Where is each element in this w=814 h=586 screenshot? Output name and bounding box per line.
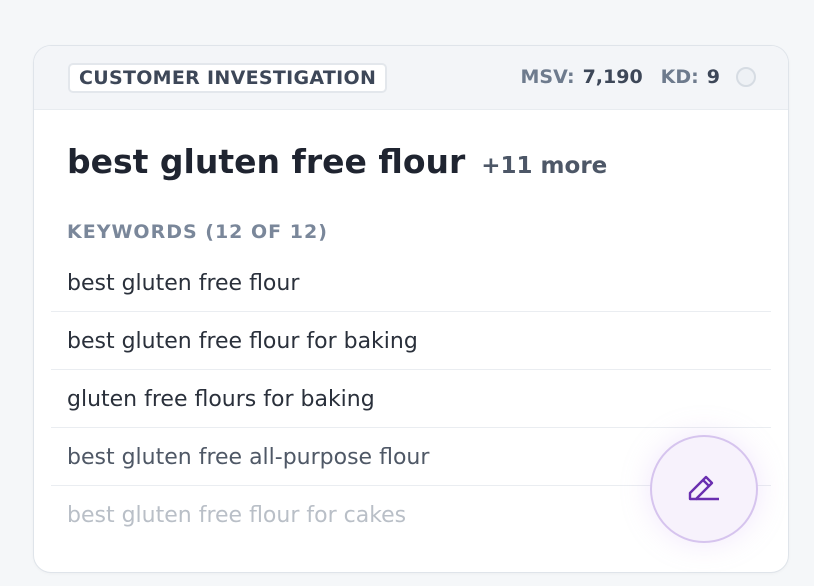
- list-item: gluten free flours for baking: [51, 370, 771, 428]
- msv-label: MSV:: [520, 66, 575, 88]
- kd-label: KD:: [660, 66, 699, 88]
- metrics: MSV: 7,190 KD: 9: [521, 66, 756, 88]
- card-header: CUSTOMER INVESTIGATION MSV: 7,190 KD: 9: [34, 46, 788, 110]
- msv-value: 7,190: [582, 66, 643, 88]
- card-title: best gluten free flour: [67, 142, 466, 181]
- keyword-card: CUSTOMER INVESTIGATION MSV: 7,190 KD: 9 …: [33, 45, 789, 573]
- list-item: best gluten free flour for baking: [51, 312, 771, 370]
- category-tag: CUSTOMER INVESTIGATION: [68, 63, 388, 93]
- list-item: best gluten free flour for cakes: [67, 503, 407, 528]
- keyword-list: best gluten free flour best gluten free …: [51, 254, 771, 543]
- keywords-label: KEYWORDS (12 OF 12): [67, 221, 328, 243]
- select-radio[interactable]: [736, 67, 756, 87]
- list-item: best gluten free all-purpose flour: [51, 428, 771, 486]
- list-item: best gluten free flour: [51, 254, 771, 312]
- pencil-icon: [688, 475, 719, 501]
- more-count[interactable]: +11 more: [481, 153, 608, 179]
- title-row: best gluten free flour +11 more: [67, 142, 607, 181]
- edit-button[interactable]: [650, 435, 758, 543]
- kd-value: 9: [706, 66, 720, 88]
